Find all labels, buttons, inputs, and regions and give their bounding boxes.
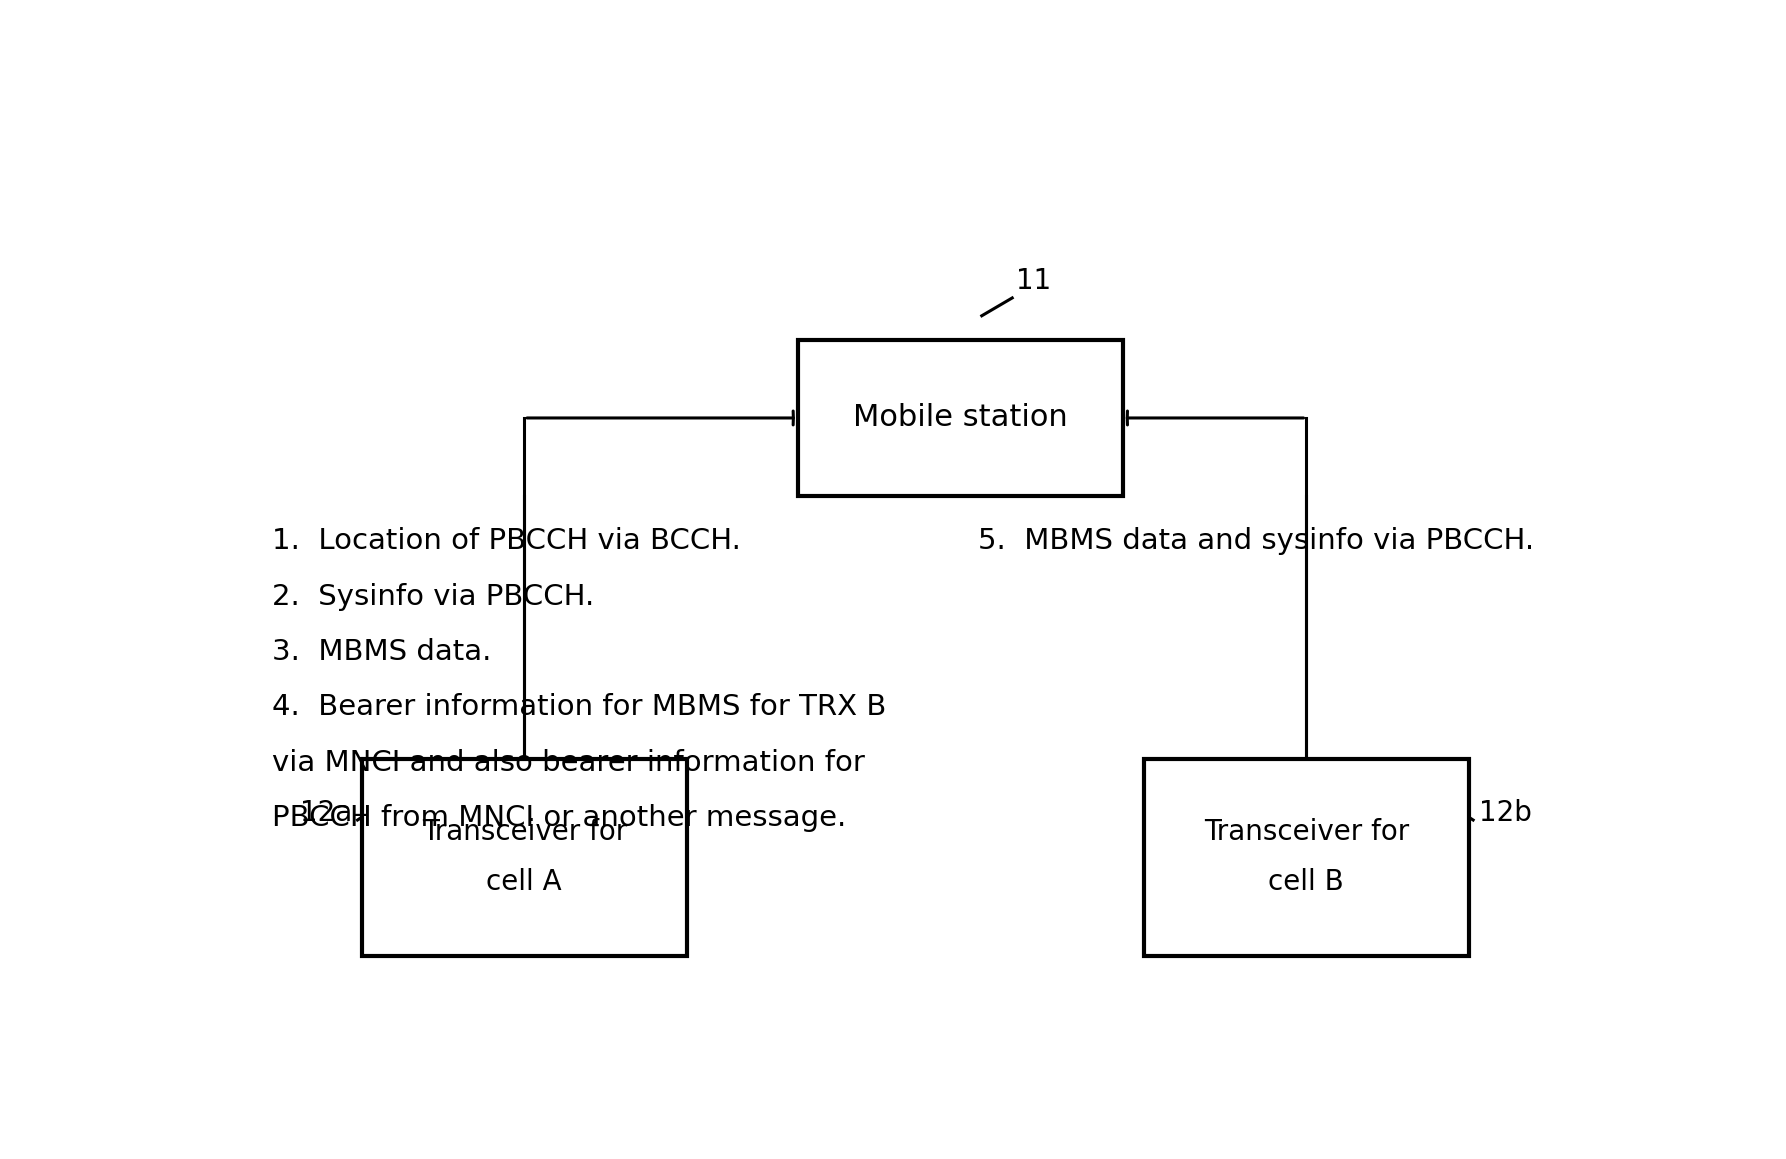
Text: 1.  Location of PBCCH via BCCH.: 1. Location of PBCCH via BCCH.: [271, 527, 741, 555]
Text: 11: 11: [1016, 268, 1052, 296]
Text: PBCCH from MNCI or another message.: PBCCH from MNCI or another message.: [271, 804, 847, 832]
Text: Transceiver for
cell B: Transceiver for cell B: [1204, 818, 1409, 896]
Text: 5.  MBMS data and sysinfo via PBCCH.: 5. MBMS data and sysinfo via PBCCH.: [977, 527, 1534, 555]
Text: 12a: 12a: [300, 799, 352, 826]
Text: 3.  MBMS data.: 3. MBMS data.: [271, 637, 491, 666]
Bar: [361, 759, 688, 956]
Text: 4.  Bearer information for MBMS for TRX B: 4. Bearer information for MBMS for TRX B: [271, 693, 886, 721]
Bar: [1143, 759, 1470, 956]
Text: 12b: 12b: [1479, 799, 1532, 826]
Text: Mobile station: Mobile station: [854, 403, 1068, 432]
Text: via MNCI and also bearer information for: via MNCI and also bearer information for: [271, 749, 864, 777]
Text: Transceiver for
cell A: Transceiver for cell A: [421, 818, 627, 896]
Text: 2.  Sysinfo via PBCCH.: 2. Sysinfo via PBCCH.: [271, 583, 595, 611]
Bar: [798, 340, 1123, 496]
